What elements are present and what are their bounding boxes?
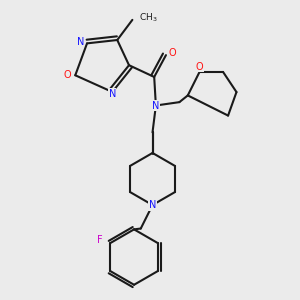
Text: O: O (169, 48, 176, 59)
Text: N: N (149, 200, 156, 210)
Text: O: O (63, 70, 71, 80)
Text: F: F (97, 235, 103, 245)
Text: CH$_3$: CH$_3$ (139, 12, 158, 24)
Text: N: N (76, 37, 84, 47)
Text: N: N (152, 100, 160, 110)
Text: O: O (196, 62, 203, 72)
Text: N: N (109, 89, 116, 99)
